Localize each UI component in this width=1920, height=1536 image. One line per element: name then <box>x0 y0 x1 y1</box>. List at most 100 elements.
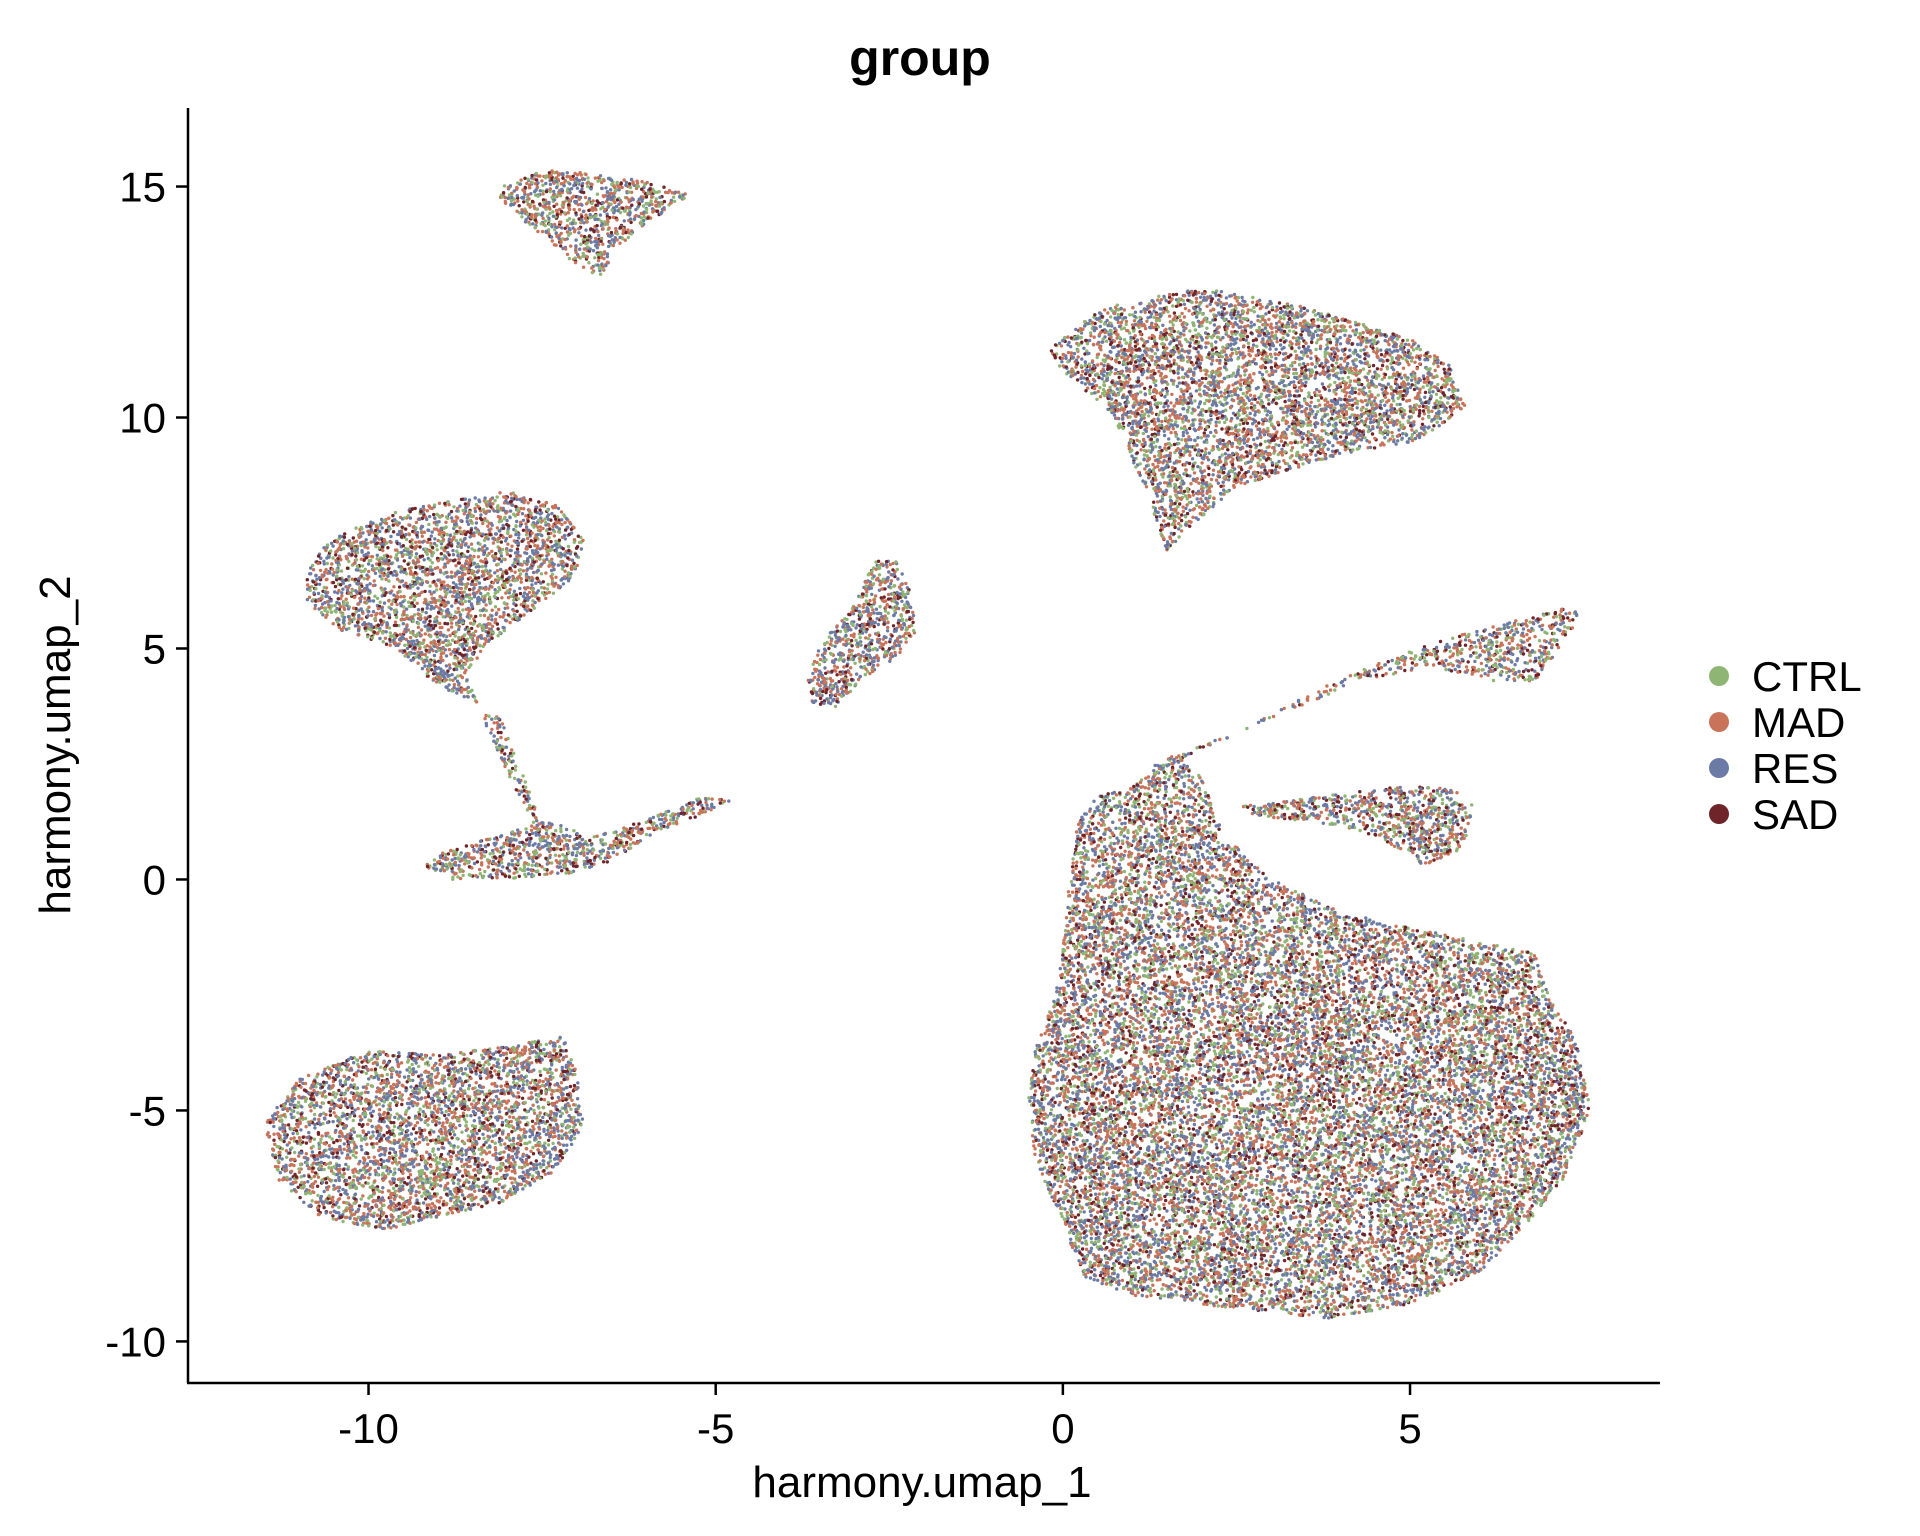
data-point <box>539 189 542 192</box>
data-point <box>606 218 609 221</box>
data-point <box>530 216 533 219</box>
data-point <box>542 201 545 204</box>
data-point <box>632 182 635 185</box>
data-point <box>522 196 525 199</box>
data-point <box>587 261 590 264</box>
data-point <box>1295 354 1298 357</box>
data-point <box>678 195 681 198</box>
data-point <box>555 209 558 212</box>
data-point <box>599 213 602 216</box>
data-point <box>573 181 576 184</box>
data-point <box>524 186 527 189</box>
data-point <box>1203 296 1206 299</box>
data-point <box>564 247 567 250</box>
data-point <box>652 189 655 192</box>
data-point <box>571 222 574 225</box>
data-point <box>516 194 519 197</box>
data-point <box>1383 436 1386 439</box>
data-point <box>586 176 589 179</box>
data-point <box>516 199 519 202</box>
data-point <box>624 231 627 234</box>
data-point <box>535 178 538 181</box>
data-point <box>553 228 556 231</box>
data-point <box>523 177 526 180</box>
data-point <box>566 219 569 222</box>
data-point <box>527 193 530 196</box>
data-point <box>544 224 547 227</box>
data-point <box>652 209 655 212</box>
data-point <box>572 178 575 181</box>
data-point <box>536 230 539 233</box>
data-point <box>528 205 531 208</box>
data-point <box>648 188 651 191</box>
data-point <box>524 220 527 223</box>
data-point <box>589 187 592 190</box>
data-point <box>682 197 685 200</box>
data-point <box>574 211 577 214</box>
data-point <box>589 227 592 230</box>
data-point <box>531 222 534 225</box>
data-point <box>618 242 621 245</box>
data-point <box>619 200 622 203</box>
data-point <box>582 210 585 213</box>
data-point <box>566 211 569 214</box>
data-point <box>646 216 649 219</box>
data-point <box>574 238 577 241</box>
data-point <box>578 248 581 251</box>
data-point <box>566 171 569 174</box>
data-point <box>565 196 568 199</box>
data-point <box>623 219 626 222</box>
data-point <box>596 193 599 196</box>
data-point <box>660 211 663 214</box>
data-point <box>513 189 516 192</box>
data-point <box>584 213 587 216</box>
data-point <box>606 198 609 201</box>
data-point <box>536 185 539 188</box>
data-point <box>624 208 627 211</box>
data-point <box>579 243 582 246</box>
data-point <box>550 235 553 238</box>
data-point <box>615 205 618 208</box>
data-point <box>547 201 550 204</box>
data-point <box>568 182 571 185</box>
data-point <box>624 239 627 242</box>
data-point <box>1249 412 1252 415</box>
data-point <box>600 187 603 190</box>
data-point <box>649 183 652 186</box>
data-point <box>515 210 518 213</box>
data-point <box>632 198 635 201</box>
data-point <box>568 175 571 178</box>
data-point <box>569 244 572 247</box>
data-point <box>610 209 613 212</box>
data-point <box>609 192 612 195</box>
data-point <box>603 208 606 211</box>
data-point <box>613 201 616 204</box>
data-point <box>614 229 617 232</box>
data-point <box>522 200 525 203</box>
data-point <box>638 202 641 205</box>
data-point <box>573 228 576 231</box>
data-point <box>563 184 566 187</box>
data-point <box>593 256 596 259</box>
data-point <box>577 227 580 230</box>
data-point <box>606 205 609 208</box>
data-point <box>561 177 564 180</box>
data-point <box>584 242 587 245</box>
data-point <box>627 191 630 194</box>
data-point <box>555 235 558 238</box>
data-point <box>578 179 581 182</box>
data-point <box>650 196 653 199</box>
data-point <box>578 208 581 211</box>
data-point <box>566 230 569 233</box>
data-point <box>584 228 587 231</box>
data-point <box>577 203 580 206</box>
data-point <box>602 195 605 198</box>
data-point <box>555 180 558 183</box>
data-point <box>520 208 523 211</box>
data-point <box>1243 373 1246 376</box>
data-point <box>672 196 675 199</box>
data-point <box>584 217 587 220</box>
data-point <box>549 174 552 177</box>
data-point <box>585 220 588 223</box>
data-point <box>604 186 607 189</box>
